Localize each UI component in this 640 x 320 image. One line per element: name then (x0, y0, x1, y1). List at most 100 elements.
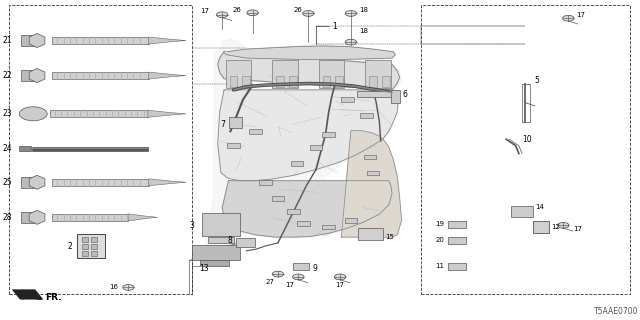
Bar (202, 212, 240, 236)
Text: 18: 18 (359, 28, 368, 34)
Bar (52, 214, 128, 221)
Circle shape (272, 271, 284, 277)
Text: 27: 27 (266, 278, 275, 284)
Text: 22: 22 (2, 71, 12, 80)
Text: 17: 17 (285, 282, 294, 288)
Text: 21: 21 (2, 36, 12, 45)
Polygon shape (218, 90, 399, 181)
Text: T5AAE0700: T5AAE0700 (593, 307, 638, 316)
Bar (382, 76, 390, 87)
Bar (293, 263, 309, 270)
Bar (20, 70, 35, 81)
Bar (448, 221, 466, 228)
Bar (448, 237, 466, 244)
Bar (319, 60, 344, 88)
Bar (271, 196, 284, 201)
Text: 17: 17 (200, 8, 209, 14)
Text: 15: 15 (385, 234, 394, 240)
Bar (276, 76, 284, 87)
Polygon shape (29, 34, 45, 48)
Bar (357, 92, 396, 97)
Circle shape (557, 222, 569, 228)
Bar (358, 228, 383, 240)
Text: FR.: FR. (45, 292, 62, 301)
Bar (91, 251, 97, 256)
Polygon shape (148, 37, 186, 44)
Circle shape (563, 15, 574, 21)
Bar (297, 221, 310, 226)
Text: 24: 24 (2, 144, 12, 153)
Bar (323, 76, 330, 87)
Bar (52, 37, 148, 44)
Bar (20, 177, 35, 188)
Bar (289, 76, 296, 87)
Text: 23: 23 (2, 109, 12, 118)
Text: 14: 14 (535, 204, 544, 210)
Bar (228, 117, 243, 128)
Polygon shape (12, 289, 44, 300)
Text: 17: 17 (335, 282, 344, 288)
Text: 18: 18 (359, 7, 368, 13)
Text: 2: 2 (67, 242, 72, 251)
Bar (365, 60, 391, 88)
Bar (82, 237, 88, 242)
Text: 17: 17 (573, 227, 582, 232)
Bar (360, 113, 373, 118)
Bar (341, 97, 354, 102)
Bar (448, 263, 466, 270)
Text: 20: 20 (435, 237, 444, 243)
Polygon shape (218, 52, 399, 90)
Bar (230, 76, 237, 87)
Bar (19, 146, 31, 151)
Polygon shape (148, 110, 186, 117)
Bar (20, 35, 35, 46)
Bar (20, 212, 35, 223)
Bar (91, 237, 97, 242)
Bar (227, 143, 240, 148)
Circle shape (345, 11, 356, 16)
Bar (32, 147, 148, 151)
Text: 16: 16 (109, 284, 118, 291)
Text: 8: 8 (228, 236, 232, 245)
Bar (236, 238, 255, 247)
Text: 10: 10 (522, 135, 532, 144)
Polygon shape (29, 175, 45, 189)
Bar (91, 244, 97, 249)
Text: 12: 12 (551, 224, 560, 230)
Polygon shape (128, 214, 157, 221)
Text: 9: 9 (312, 264, 317, 274)
Polygon shape (205, 39, 401, 252)
Bar (533, 220, 549, 233)
Text: 28: 28 (2, 213, 12, 222)
Bar (82, 251, 88, 256)
Bar (8, 5, 193, 294)
Circle shape (216, 12, 228, 18)
Circle shape (303, 11, 314, 16)
Circle shape (123, 284, 134, 290)
Bar (200, 260, 228, 266)
Bar (369, 76, 377, 87)
Text: 17: 17 (576, 12, 585, 18)
Text: 26: 26 (293, 7, 302, 12)
Text: 26: 26 (232, 7, 241, 12)
Bar (287, 209, 300, 213)
Polygon shape (341, 131, 401, 237)
Text: 7: 7 (220, 120, 225, 129)
Circle shape (247, 10, 259, 16)
Polygon shape (29, 68, 45, 83)
Bar (226, 60, 252, 88)
Text: 25: 25 (2, 178, 12, 187)
Text: 11: 11 (435, 263, 444, 269)
Bar (367, 171, 380, 175)
Text: 3: 3 (189, 221, 195, 230)
Bar (391, 90, 400, 103)
Bar (259, 180, 271, 185)
Polygon shape (148, 179, 186, 186)
Polygon shape (222, 181, 392, 237)
Bar (291, 161, 303, 166)
Bar (250, 129, 262, 134)
Bar (52, 179, 148, 186)
Polygon shape (224, 46, 396, 59)
Bar (335, 76, 343, 87)
Bar (50, 110, 148, 117)
